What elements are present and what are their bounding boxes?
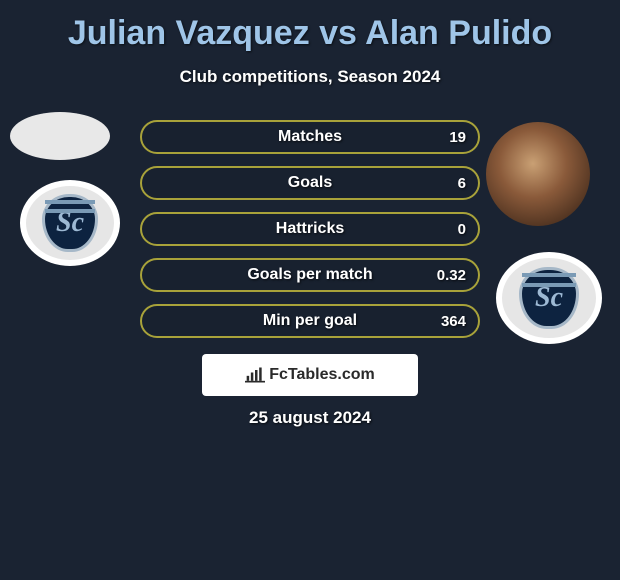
date-line: 25 august 2024 [0, 408, 620, 428]
player-right-photo [486, 122, 590, 226]
stat-row-goals: Goals 6 [140, 166, 480, 200]
attribution-text: FcTables.com [269, 366, 375, 384]
stat-rows-container: Matches 19 Goals 6 Hattricks 0 Goals per… [140, 120, 480, 350]
stat-label: Goals per match [247, 266, 372, 284]
stat-row-mpg: Min per goal 364 [140, 304, 480, 338]
comparison-title: Julian Vazquez vs Alan Pulido [0, 0, 620, 53]
stat-right-value: 0 [458, 221, 466, 238]
stat-right-value: 0.32 [437, 267, 466, 284]
stat-row-matches: Matches 19 [140, 120, 480, 154]
club-badge-right: Sc [496, 252, 602, 344]
player-left-photo [10, 112, 110, 160]
stat-right-value: 6 [458, 175, 466, 192]
stat-right-value: 364 [441, 313, 466, 330]
stat-row-gpm: Goals per match 0.32 [140, 258, 480, 292]
stat-label: Min per goal [263, 312, 357, 330]
stat-label: Goals [288, 174, 332, 192]
stat-label: Matches [278, 128, 342, 146]
comparison-subtitle: Club competitions, Season 2024 [0, 67, 620, 87]
club-badge-left: Sc [20, 180, 120, 266]
attribution-badge: FcTables.com [202, 354, 418, 396]
bar-chart-icon [245, 367, 265, 383]
stat-label: Hattricks [276, 220, 344, 238]
stat-right-value: 19 [449, 129, 466, 146]
stat-row-hattricks: Hattricks 0 [140, 212, 480, 246]
